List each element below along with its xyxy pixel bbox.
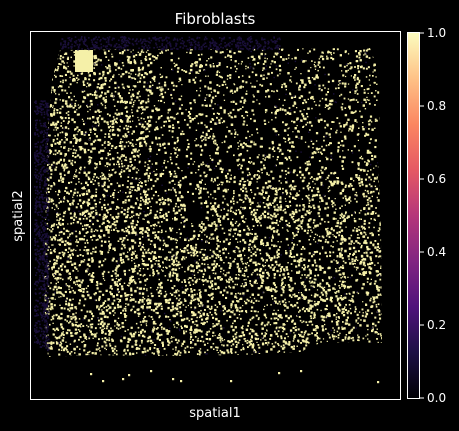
chart-title: Fibroblasts bbox=[175, 10, 256, 28]
x-axis-label: spatial1 bbox=[189, 406, 241, 421]
colorbar-tick-label: 0.8 bbox=[427, 99, 446, 113]
outlier-spots bbox=[90, 52, 380, 384]
colorbar-tick-label: 1.0 bbox=[427, 26, 446, 40]
colorbar-ticks: 0.0 0.2 0.4 0.6 0.8 1.0 bbox=[420, 26, 446, 405]
tissue-region bbox=[44, 48, 382, 357]
y-axis-label: spatial2 bbox=[11, 190, 26, 242]
colorbar-tick-label: 0.4 bbox=[427, 245, 446, 259]
colorbar bbox=[407, 32, 420, 399]
colorbar-tick-label: 0.0 bbox=[427, 391, 446, 405]
low-value-border-strips bbox=[34, 36, 281, 352]
colorbar-tick-label: 0.6 bbox=[427, 172, 446, 186]
colorbar-tick-label: 0.2 bbox=[427, 318, 446, 332]
